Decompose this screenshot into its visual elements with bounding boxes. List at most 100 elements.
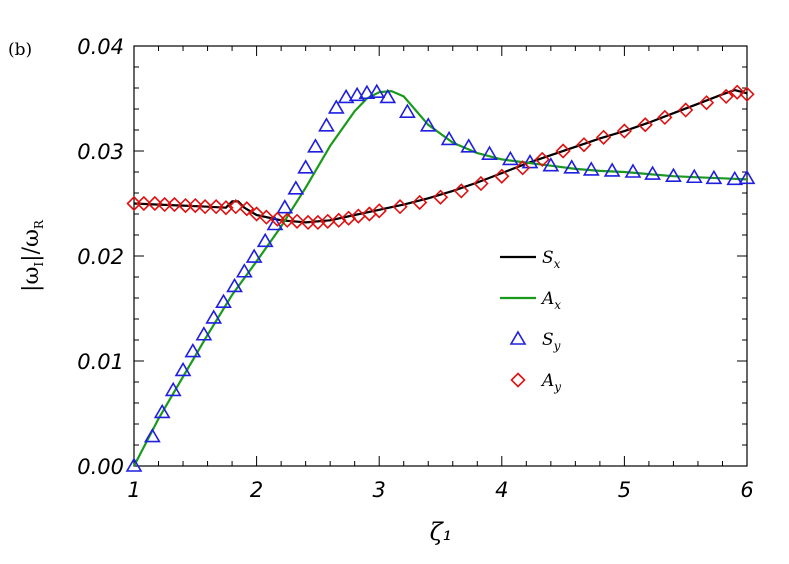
diamond-marker — [126, 195, 142, 212]
legend: Sx Ax Sy Ay — [500, 248, 561, 394]
triangle-marker — [726, 170, 744, 186]
triangle-marker — [125, 457, 143, 472]
y-tick-label: 0.03 — [77, 140, 124, 164]
x-axis: 1 2 3 4 5 6 — [127, 46, 754, 502]
triangle-marker — [665, 167, 682, 182]
legend-label: Sy — [542, 330, 561, 353]
diamond-marker — [473, 175, 489, 192]
plot-frame — [133, 45, 748, 467]
triangle-marker — [542, 157, 560, 172]
diamond-marker — [392, 199, 408, 215]
triangle-marker — [419, 117, 437, 132]
triangle-marker — [481, 145, 498, 160]
diamond-marker — [515, 160, 531, 176]
triangle-marker — [195, 326, 213, 341]
diamond-marker — [136, 195, 152, 212]
legend-diamond-swatch — [510, 372, 526, 388]
triangle-marker — [318, 117, 335, 132]
triangle-marker — [235, 263, 253, 278]
diamond-marker — [371, 203, 387, 219]
y-tick-label: 0.01 — [77, 350, 124, 374]
series-line — [133, 89, 748, 224]
diamond-marker — [208, 199, 224, 215]
diamond-marker — [248, 206, 265, 222]
triangle-marker — [226, 277, 243, 293]
triangle-marker — [143, 428, 161, 443]
triangle-marker — [184, 342, 202, 358]
series-s-y — [125, 83, 756, 472]
triangle-marker — [440, 130, 458, 146]
legend-label: Sx — [542, 248, 561, 271]
triangle-marker — [266, 215, 284, 231]
diamond-marker — [698, 95, 715, 111]
diamond-marker — [239, 201, 255, 217]
y-axis: 0.00 0.01 0.02 0.03 0.04 — [77, 35, 747, 479]
diamond-marker — [453, 183, 469, 199]
y-tick-label: 0.00 — [77, 455, 124, 479]
triangle-marker — [399, 103, 416, 118]
diamond-marker — [147, 195, 163, 212]
diamond-marker — [494, 168, 510, 184]
x-tick-label: 2 — [250, 478, 263, 502]
triangle-marker — [327, 99, 345, 114]
legend-item: Ay — [510, 371, 561, 394]
diamond-marker — [258, 209, 275, 225]
diamond-marker — [576, 137, 592, 153]
triangle-marker — [563, 159, 581, 174]
triangle-marker — [460, 138, 478, 153]
diamond-marker — [269, 211, 286, 227]
triangle-marker — [603, 162, 621, 177]
diamond-marker — [157, 196, 173, 213]
diamond-marker — [718, 88, 734, 105]
triangle-marker — [287, 180, 305, 195]
diamond-marker — [289, 213, 305, 229]
legend-label: Ax — [540, 289, 561, 312]
diamond-marker — [320, 213, 336, 229]
diamond-marker — [595, 129, 612, 145]
x-tick-label: 3 — [373, 478, 386, 502]
triangle-marker — [379, 88, 397, 104]
legend-item: Sy — [509, 330, 561, 353]
diamond-marker — [534, 151, 550, 168]
triangle-marker — [685, 168, 703, 184]
triangle-marker — [738, 169, 756, 185]
panel-label: (b) — [8, 40, 32, 60]
diamond-marker — [678, 102, 694, 118]
x-tick-label: 6 — [740, 478, 753, 502]
series-a-y — [126, 84, 755, 231]
legend-triangle-swatch — [509, 330, 527, 345]
triangle-marker — [215, 293, 232, 308]
series-a-x — [133, 90, 748, 467]
diamond-marker — [187, 197, 203, 214]
triangle-marker — [164, 381, 182, 397]
triangle-marker — [256, 232, 274, 248]
y-axis-label: |ωI|/ωR — [19, 219, 46, 292]
diamond-marker — [616, 123, 633, 139]
diamond-marker — [412, 194, 428, 211]
triangle-marker — [582, 161, 600, 176]
diamond-marker — [177, 197, 194, 214]
x-axis-label: ζ₁ — [430, 518, 453, 546]
series-layer — [125, 83, 756, 472]
legend-item: Sx — [500, 248, 561, 271]
triangle-marker — [307, 138, 324, 153]
triangle-marker — [174, 361, 192, 377]
y-axis-label-text: |ωI|/ωR — [19, 219, 46, 292]
diamond-marker — [279, 212, 295, 228]
y-tick-label: 0.04 — [77, 35, 124, 59]
diamond-marker — [555, 143, 571, 159]
diamond-marker — [729, 84, 745, 100]
triangle-marker — [276, 199, 294, 214]
triangle-marker — [368, 83, 386, 98]
diamond-marker — [657, 109, 673, 126]
diamond-marker — [166, 196, 183, 213]
series-line — [133, 90, 748, 467]
triangle-marker — [337, 88, 355, 104]
y-tick-label: 0.02 — [77, 245, 124, 269]
triangle-marker — [245, 248, 263, 263]
triangle-marker — [348, 86, 366, 102]
diamond-marker — [228, 199, 244, 215]
x-tick-label: 1 — [127, 478, 140, 502]
triangle-marker — [358, 84, 376, 100]
